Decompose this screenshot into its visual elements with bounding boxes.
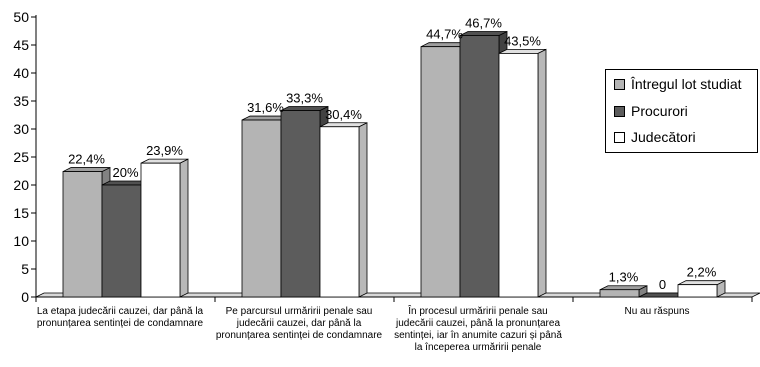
data-label: 31,6% <box>247 100 284 115</box>
bar-front <box>319 126 360 298</box>
bar-top <box>498 49 547 54</box>
bar-front <box>677 284 718 298</box>
y-tick-label: 20 <box>13 177 29 193</box>
data-label: 30,4% <box>325 107 362 122</box>
y-tick-label: 35 <box>13 93 29 109</box>
bar-top <box>280 106 329 111</box>
bar-top <box>459 31 508 36</box>
legend-item-intregul-lot: Întregul lot studiat <box>614 76 742 92</box>
bar-front <box>241 119 282 298</box>
data-label: 23,9% <box>146 143 183 158</box>
category-label-1: La etapa judecării cauzei, dar până la p… <box>36 306 204 329</box>
legend-swatch-intregul-lot <box>614 78 625 90</box>
data-label: 22,4% <box>68 152 105 167</box>
legend-swatch-judecatori <box>614 131 625 143</box>
category-label-3: În procesul urmăririi penale sau judecăr… <box>394 306 562 353</box>
category-label-2: Pe parcursul urmăririi penale sau judecă… <box>215 306 383 341</box>
bar-side <box>179 158 189 298</box>
bar-front <box>280 110 321 298</box>
bar-top <box>599 285 648 291</box>
bar-front <box>62 171 103 298</box>
y-tick-label: 25 <box>13 149 29 165</box>
bar-front <box>459 35 500 298</box>
legend-label-procurori: Procurori <box>631 103 688 119</box>
data-label: 0 <box>659 277 666 292</box>
bar-1-3 <box>140 158 189 298</box>
bar-top <box>677 280 726 286</box>
bar-front <box>140 162 181 298</box>
data-label: 20% <box>112 165 138 180</box>
bar-front <box>498 53 539 298</box>
data-label: 1,3% <box>609 270 639 285</box>
y-tick-label: 45 <box>13 37 29 53</box>
y-tick-label: 5 <box>21 261 29 277</box>
bar-front <box>101 184 142 298</box>
bar-side <box>358 122 368 298</box>
bar-front <box>420 46 461 298</box>
legend-label-intregul-lot: Întregul lot studiat <box>631 76 742 92</box>
bar-3-3 <box>498 48 547 298</box>
bar-side <box>537 48 547 298</box>
y-tick-label: 0 <box>21 289 29 305</box>
bar-front <box>599 289 640 298</box>
data-label: 46,7% <box>465 15 502 30</box>
y-tick-label: 50 <box>13 9 29 25</box>
data-label: 2,2% <box>687 265 717 280</box>
data-label: 33,3% <box>286 91 323 106</box>
data-label: 43,5% <box>504 33 541 48</box>
data-label: 44,7% <box>426 27 463 42</box>
bar-2-3 <box>319 122 368 298</box>
bar-top <box>140 158 189 164</box>
y-tick-label: 10 <box>13 233 29 249</box>
legend-item-judecatori: Judecători <box>614 129 696 145</box>
bar-4-1 <box>599 285 648 298</box>
bar-top <box>62 167 111 172</box>
legend-swatch-procurori <box>614 105 625 117</box>
bar-top <box>319 122 368 128</box>
y-tick-label: 30 <box>13 121 29 137</box>
bar-4-3 <box>677 280 726 298</box>
legend-label-judecatori: Judecători <box>631 129 696 145</box>
category-label-4: Nu au răspuns <box>624 306 690 317</box>
y-tick-label: 40 <box>13 65 29 81</box>
chart-legend: Întregul lot studiat Procurori Judecător… <box>605 69 758 153</box>
y-tick-label: 15 <box>13 205 29 221</box>
legend-item-procurori: Procurori <box>614 103 688 119</box>
